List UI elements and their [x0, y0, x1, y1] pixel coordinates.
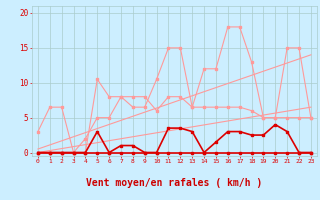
X-axis label: Vent moyen/en rafales ( km/h ): Vent moyen/en rafales ( km/h )	[86, 178, 262, 188]
